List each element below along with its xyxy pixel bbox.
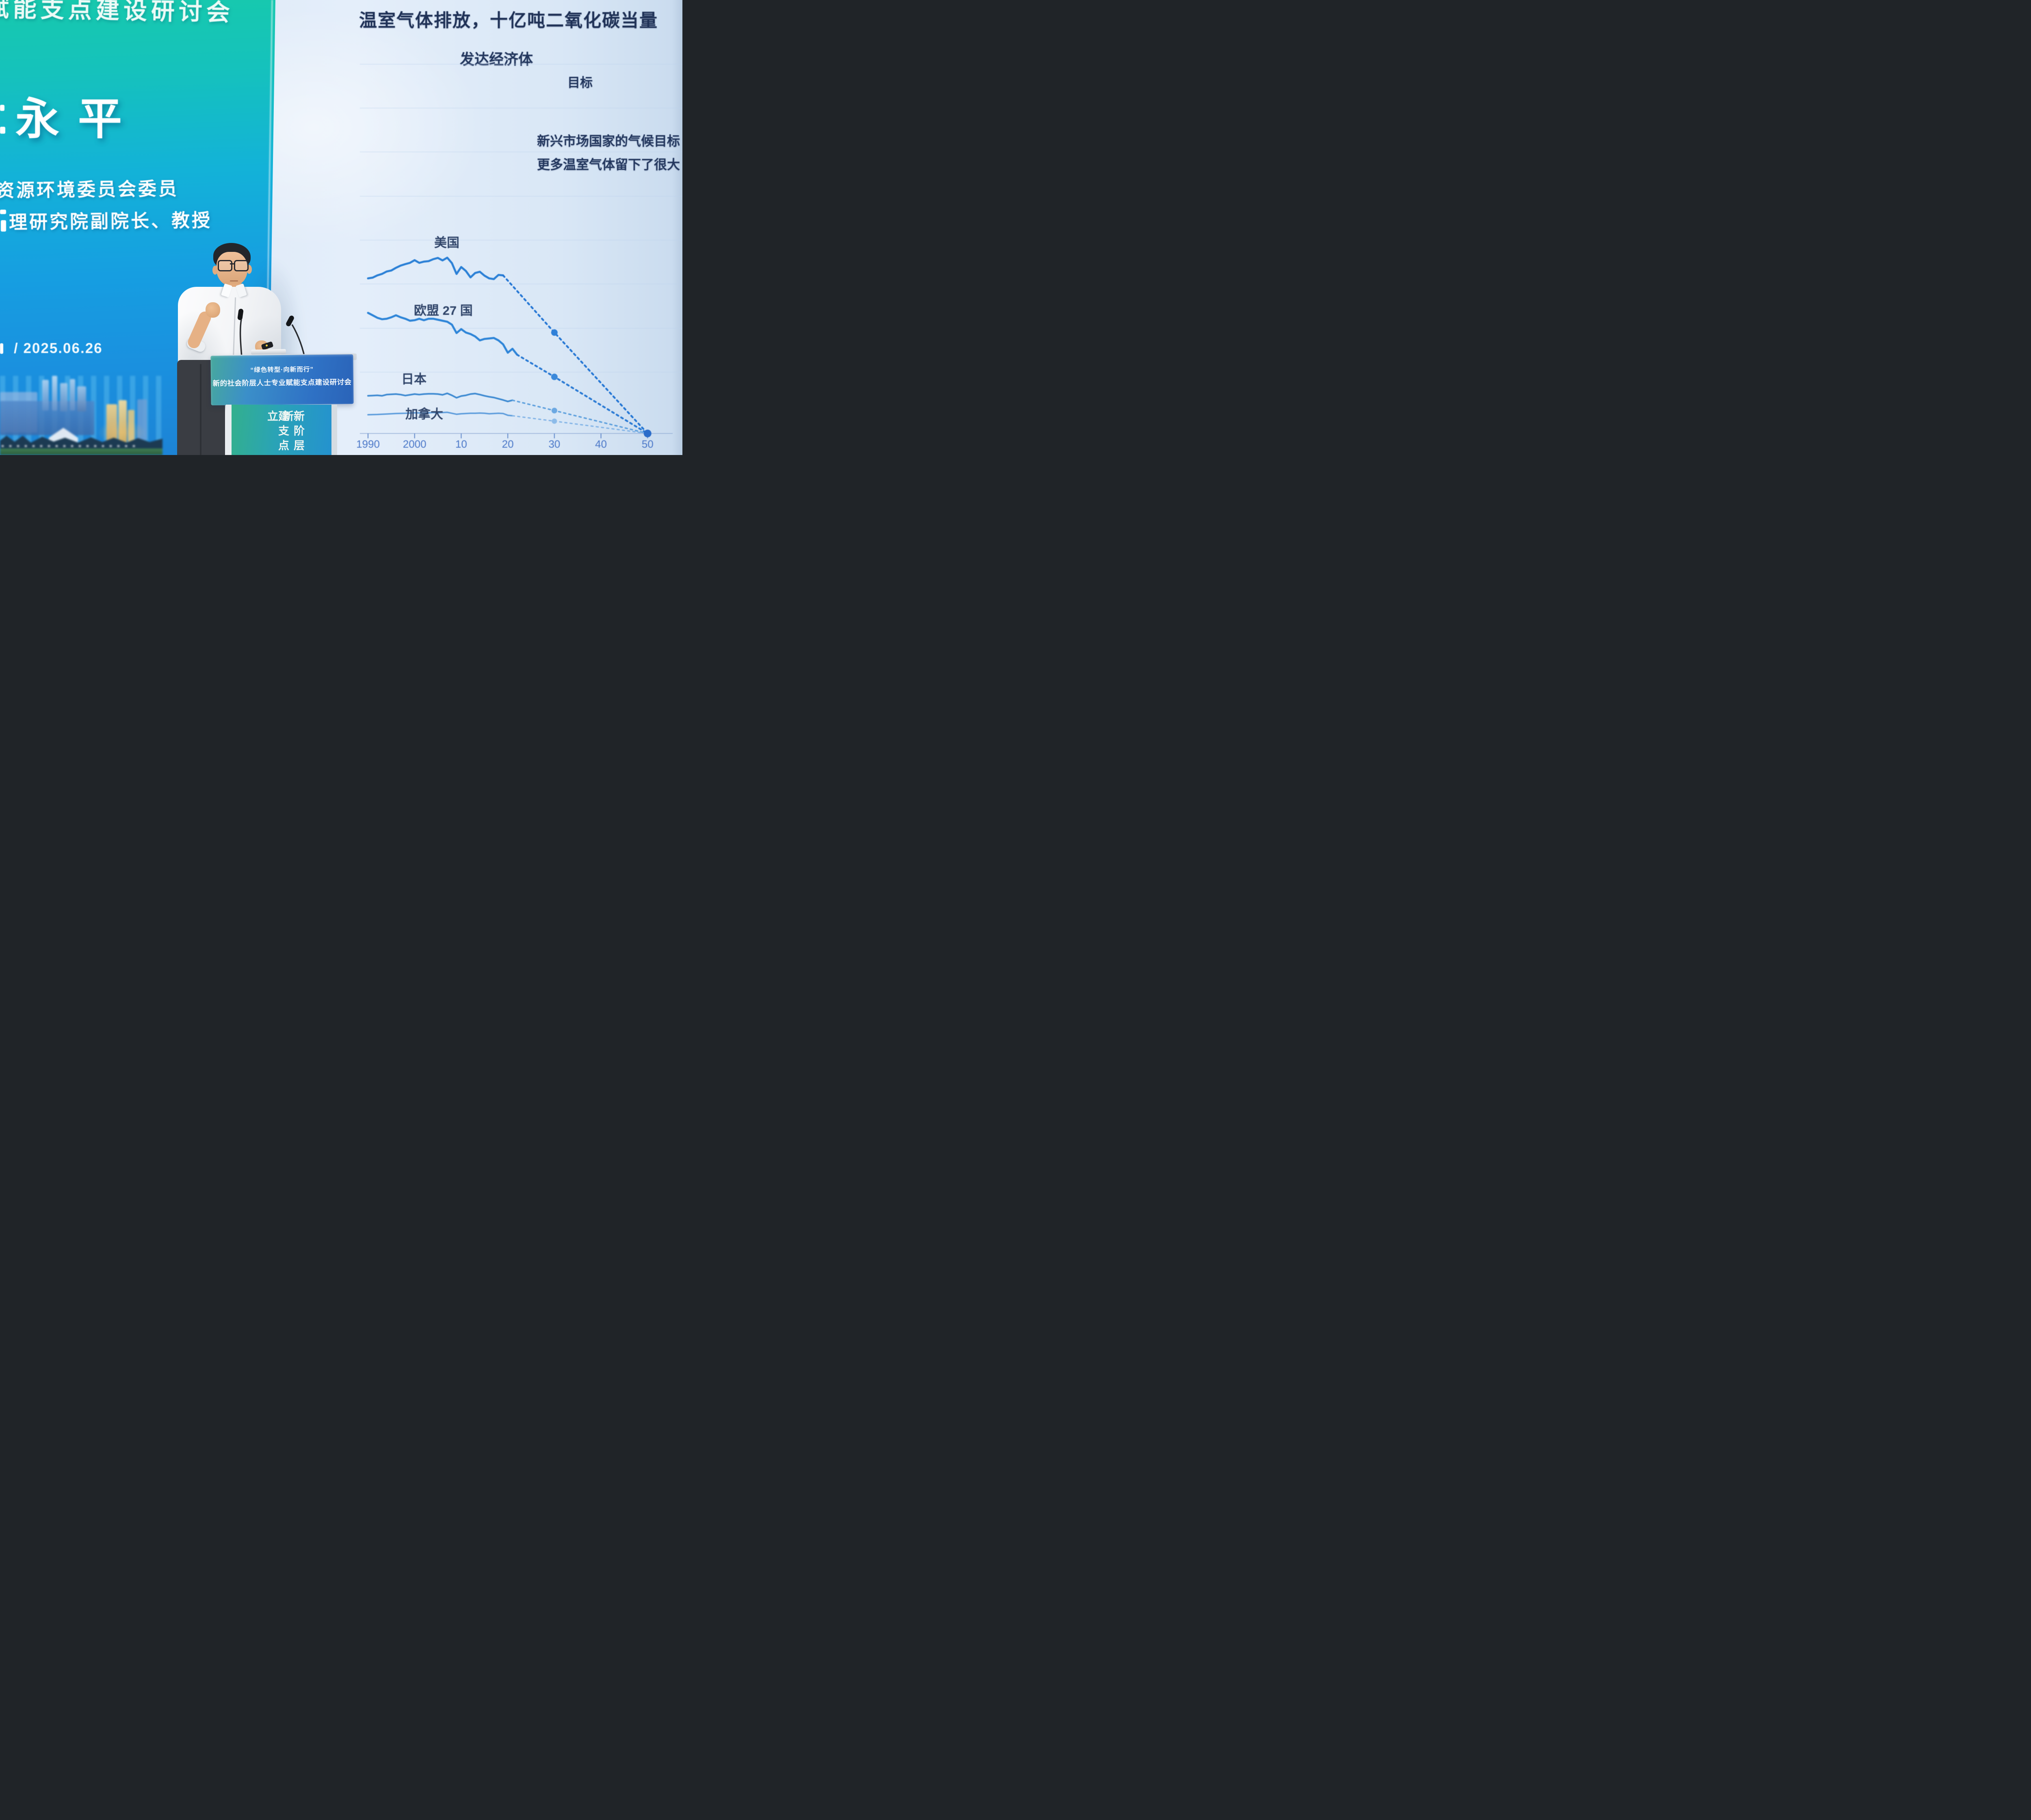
city-tower (60, 383, 67, 412)
cut-character-fragment (0, 343, 3, 354)
cut-character-fragment (0, 210, 6, 214)
city-tower (137, 399, 147, 440)
podium-pillar (232, 405, 331, 455)
slide-title: 温室气体排放，十亿吨二氧化碳当量 (359, 11, 658, 30)
podium-vertical-text-left: 建支点立 (266, 410, 289, 454)
cut-character-fragment (0, 105, 4, 111)
podium-side-panel (331, 405, 337, 455)
podium-side-panel (226, 405, 232, 455)
remote-button (266, 344, 268, 347)
podium-sign-slogan: “绿色转型·向新而行” (250, 366, 314, 374)
banner-event-title: 赋能支点建设研讨会 (0, 0, 234, 26)
trouser-seam (200, 364, 201, 455)
banner-role-line1: 资源环境委员会委员 (0, 178, 179, 201)
lit-tower (119, 400, 127, 445)
lit-tower (128, 410, 134, 445)
slide-subtitle: 发达经济体 (460, 51, 533, 67)
speaker-mouth (230, 280, 238, 282)
glasses-left-lens (218, 260, 232, 271)
glasses-right-lens (234, 260, 249, 271)
banner-date: / 2025.06.26 (14, 340, 103, 356)
slide-note-line2: 更多温室气体留下了很大 (537, 157, 680, 172)
cut-character-fragment (0, 127, 5, 134)
street-lights-row (2, 445, 136, 447)
podium-sign-event-name: 新的社会阶层人士专业赋能支点建设研讨会 (212, 378, 352, 388)
banner-speaker-name: 永平 (15, 94, 141, 143)
conference-photo: 温室气体排放，十亿吨二氧化碳当量 发达经济体 目标 新兴市场国家的气候目标 更多… (0, 0, 682, 455)
cut-character-fragment (1, 220, 6, 232)
city-skyline-image (0, 376, 162, 455)
city-tower (42, 380, 49, 411)
lit-tower (106, 404, 117, 445)
podium-vertical-text-right: 新阶层新 (281, 410, 304, 454)
city-tower (77, 386, 86, 412)
city-tower (52, 376, 57, 411)
raised-hand (206, 302, 220, 318)
speaker-intro-banner: 赋能支点建设研讨会 永平 资源环境委员会委员 理研究院副院长、教授 / 2025… (0, 0, 275, 455)
screen-edge-shade (672, 0, 682, 455)
city-tower (70, 379, 75, 411)
laptop-edge (251, 349, 286, 355)
podium-sign: “绿色转型·向新而行” 新的社会阶层人士专业赋能支点建设研讨会 (210, 354, 354, 405)
lawn-strip (0, 448, 162, 455)
speaker-ear (212, 266, 218, 275)
glasses-bridge (230, 263, 234, 264)
slide-target-label: 目标 (567, 76, 593, 90)
banner-role-line2: 理研究院副院长、教授 (9, 210, 212, 233)
slide-note-line1: 新兴市场国家的气候目标 (537, 134, 680, 148)
